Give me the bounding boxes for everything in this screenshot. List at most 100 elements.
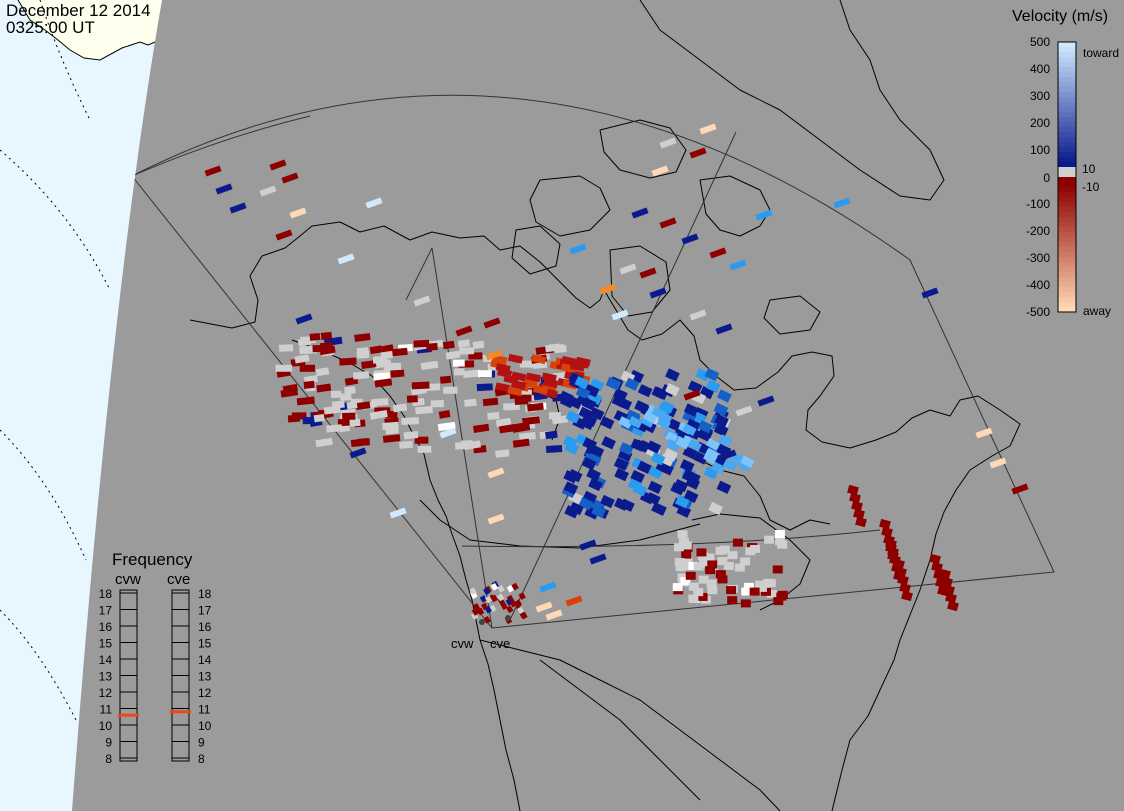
radar-site-cvw [479, 619, 485, 625]
radar-echo-cell [497, 584, 505, 593]
colorbar-swatch [1058, 102, 1076, 108]
radar-echo-cell [389, 507, 407, 519]
radar-echo-cell [618, 416, 633, 429]
radar-echo-cell [681, 550, 692, 559]
colorbar-swatch [1058, 162, 1076, 168]
frequency-tick-right: 11 [198, 703, 211, 717]
radar-echo-cell [352, 371, 370, 380]
colorbar-tick-label: 400 [1030, 62, 1050, 76]
radar-echo-cell [713, 402, 729, 416]
radar-echo-cell [487, 513, 505, 525]
radar-echo-cell [756, 583, 767, 592]
radar-echo-cell [682, 423, 697, 437]
colorbar-swatch [1058, 112, 1076, 118]
radar-echo-cell [215, 183, 233, 195]
radar-echo-cell [704, 553, 715, 562]
radar-echo-cell [682, 410, 697, 424]
radar-echo-cell [356, 350, 370, 359]
colorbar-swatch [1058, 257, 1076, 263]
radar-echo-cell [697, 592, 708, 601]
radar-echo-cell [679, 459, 695, 473]
radar-echo-cell [483, 317, 501, 329]
radar-echo-cell [371, 397, 389, 407]
radar-echo-cell [581, 456, 597, 471]
radar-echo-cell [931, 561, 943, 573]
radar-echo-cell [947, 600, 959, 612]
frequency-title: Frequency [112, 550, 193, 569]
radar-echo-cell [516, 606, 525, 615]
radar-echo-cell [680, 576, 691, 585]
radar-echo-cell [295, 313, 313, 325]
radar-echo-cell [457, 339, 471, 348]
radar-echo-cell [629, 369, 645, 384]
frequency-tick-right: 16 [198, 620, 212, 634]
radar-echo-cell [581, 397, 597, 411]
radar-echo-cell [545, 430, 558, 440]
radar-echo-cell [650, 452, 666, 466]
radar-echo-cell [372, 356, 388, 364]
colorbar-swatch [1058, 197, 1076, 203]
radar-echo-cell [374, 378, 393, 388]
radar-echo-cell [707, 586, 718, 595]
colorbar-swatch [1058, 267, 1076, 273]
radar-echo-cell [619, 442, 634, 456]
radar-echo-cell [586, 467, 601, 482]
colorbar-title: Velocity (m/s) [1012, 8, 1108, 25]
radar-echo-cell [278, 344, 294, 352]
radar-echo-cell [703, 466, 719, 480]
colorbar-swatch [1058, 152, 1076, 158]
colorbar-swatch [1058, 307, 1076, 313]
colorbar-swatch [1058, 167, 1076, 173]
radar-echo-cell [539, 581, 557, 593]
radar-sites: cvw cve [451, 615, 511, 651]
colorbar-ticks: 500400300200100100-10-100-200-300-400-50… [1026, 35, 1100, 319]
radar-echo-cell [527, 402, 544, 412]
radar-echo-cell [735, 405, 753, 417]
radar-echo-cell [584, 384, 600, 398]
radar-echo-cell [673, 543, 684, 552]
radar-echo-cell [681, 541, 692, 550]
colorbar-label-toward: toward [1083, 46, 1119, 60]
radar-echo-cell [639, 267, 657, 279]
frequency-scale: 18 18 17 17 16 16 15 15 14 14 13 13 12 12 11 11 10 10 9 9 8 8 [99, 587, 212, 766]
radar-echo-cell [717, 575, 728, 584]
colorbar-tick-label: 10 [1082, 162, 1096, 176]
radar-echo-cell [681, 233, 699, 245]
radar-echo-cell [383, 362, 402, 370]
velocity-colorbar: Velocity (m/s) 500400300200100100-10-100… [1012, 8, 1119, 319]
radar-echo-cell [390, 369, 405, 378]
radar-echo-cell [740, 557, 751, 566]
radar-echo-cell [545, 609, 563, 621]
radar-echo-cell [518, 432, 536, 441]
colorbar-swatch [1058, 77, 1076, 83]
radar-echo-cell [674, 558, 685, 567]
radar-echo-cell [459, 347, 475, 355]
radar-echo-cell [945, 592, 957, 604]
radar-echo-cell [773, 597, 784, 606]
radar-echo-cell [586, 453, 602, 467]
radar-echo-cell [637, 460, 652, 474]
radar-echo-cell [853, 508, 865, 520]
radar-echo-cell [516, 394, 532, 402]
radar-echo-cell [714, 413, 729, 428]
radar-echo-cell [259, 185, 277, 197]
radar-echo-cell [651, 165, 669, 177]
radar-echo-cell [600, 494, 615, 509]
radar-echo-cell [672, 583, 683, 592]
radar-echo-cell [885, 538, 897, 550]
radar-echo-cell [414, 436, 429, 444]
radar-echo-cell [642, 411, 658, 424]
radar-echo-cell [688, 582, 699, 591]
colorbar-swatch [1058, 127, 1076, 133]
radar-echo-cell [601, 436, 616, 450]
radar-echo-cell [833, 197, 851, 209]
radar-echo-cell [455, 325, 473, 337]
radar-echo-cell [614, 468, 629, 482]
colorbar-swatch [1058, 52, 1076, 58]
colorbar-swatch [1058, 247, 1076, 253]
radar-echo-cell [723, 561, 734, 570]
radar-echo-cell [484, 605, 493, 614]
radar-echo-cell [365, 197, 383, 209]
radar-echo-cell [512, 438, 530, 448]
radar-echo-cell [683, 403, 699, 417]
